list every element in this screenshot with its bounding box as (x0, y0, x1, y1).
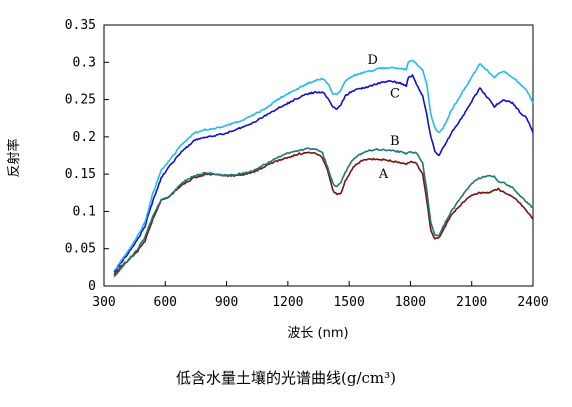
y-axis-title: 反射率 (6, 138, 22, 177)
y-tick-label: 0.2 (73, 130, 96, 145)
y-tick-label: 0.05 (65, 242, 96, 257)
series-label-b: B (390, 134, 400, 149)
chart-caption: 低含水量土壤的光谱曲线(g/cm³) (176, 369, 396, 387)
y-tick-label: 0.25 (65, 93, 96, 108)
series-line-d (113, 59, 534, 272)
chart-axes (103, 24, 534, 287)
x-tick-label: 600 (154, 295, 177, 310)
x-tick-label: 2100 (456, 295, 487, 310)
y-tick-label: 0 (88, 279, 96, 294)
series-label-c: C (390, 86, 400, 101)
series-line-a (113, 151, 534, 276)
y-tick-label: 0.35 (65, 18, 96, 33)
y-tick-label: 0.1 (73, 204, 96, 219)
x-tick-label: 900 (215, 295, 238, 310)
x-tick-label: 1500 (333, 295, 364, 310)
y-tick-label: 0.15 (65, 167, 96, 182)
series-labels: A B C D (368, 53, 400, 182)
series-line-b (113, 147, 534, 278)
y-tick-label: 0.3 (73, 55, 96, 70)
series-label-a: A (378, 167, 389, 182)
series-layer (113, 59, 534, 278)
series-label-d: D (368, 53, 378, 68)
x-tick-label: 1800 (395, 295, 426, 310)
x-tick-label: 2400 (517, 295, 548, 310)
x-axis-ticks: 300 600 900 1200 1500 1800 2100 2400 (92, 281, 549, 310)
x-tick-label: 1200 (272, 295, 303, 310)
x-tick-label: 300 (92, 295, 115, 310)
plot-frame (103, 24, 534, 287)
y-axis-ticks: 0 0.05 0.1 0.15 0.2 0.25 0.3 0.35 (65, 18, 109, 294)
x-axis-title: 波长 (nm) (287, 326, 348, 341)
series-line-c (113, 74, 534, 273)
